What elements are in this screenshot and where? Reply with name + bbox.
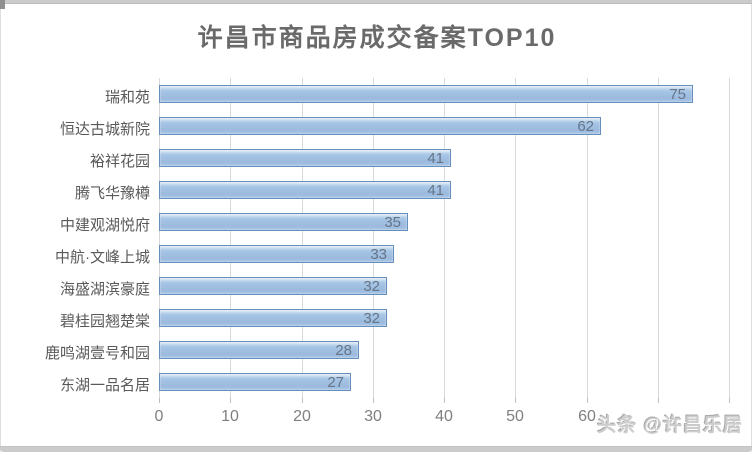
bar: 32 — [159, 277, 387, 295]
category-label: 海盛湖滨豪庭 — [59, 281, 150, 298]
axis-tick-mark — [444, 398, 445, 403]
gridline — [159, 78, 160, 398]
x-tick-label: 60 — [578, 408, 596, 425]
category-label: 碧桂园翘楚棠 — [59, 313, 150, 330]
bar: 41 — [159, 149, 451, 167]
bar-value-label: 41 — [427, 181, 444, 199]
bar-value-label: 41 — [427, 149, 444, 167]
bar: 62 — [159, 117, 601, 135]
gridline — [230, 78, 231, 398]
axis-tick-mark — [587, 398, 588, 403]
axis-tick-mark — [729, 398, 730, 403]
category-label: 鹿鸣湖壹号和园 — [44, 345, 150, 362]
axis-tick-mark — [159, 398, 160, 403]
category-label: 恒达古城新院 — [59, 121, 150, 138]
watermark: 头条 @许昌乐居 — [597, 415, 743, 436]
bar-value-label: 33 — [370, 245, 387, 263]
x-tick-label: 50 — [506, 408, 524, 425]
gridline — [302, 78, 303, 398]
gridline — [658, 78, 659, 398]
category-label: 瑞和苑 — [104, 89, 150, 106]
x-tick-label: 20 — [293, 408, 311, 425]
axis-tick-mark — [373, 398, 374, 403]
x-tick-label: 0 — [154, 408, 164, 425]
category-label: 中建观湖悦府 — [59, 217, 150, 234]
bar: 33 — [159, 245, 394, 263]
bar-value-label: 27 — [327, 373, 344, 391]
bar-value-label: 35 — [384, 213, 401, 231]
gridline — [515, 78, 516, 398]
axis-tick-mark — [515, 398, 516, 403]
bar: 41 — [159, 181, 451, 199]
bar: 32 — [159, 309, 387, 327]
bar-value-label: 75 — [669, 85, 686, 103]
category-label: 腾飞华豫樽 — [74, 185, 150, 202]
bar-value-label: 62 — [577, 117, 594, 135]
bar-value-label: 32 — [363, 277, 380, 295]
x-tick-label: 40 — [435, 408, 453, 425]
axis-tick-mark — [230, 398, 231, 403]
x-tick-label: 30 — [364, 408, 382, 425]
gridline — [587, 78, 588, 398]
bar: 75 — [159, 85, 693, 103]
window-corner-artifact — [0, 0, 5, 9]
category-label: 裕祥花园 — [89, 153, 150, 170]
window-bottom-edge — [0, 446, 752, 452]
bar: 35 — [159, 213, 408, 231]
bar: 28 — [159, 341, 359, 359]
bar-value-label: 28 — [335, 341, 352, 359]
axis-tick-mark — [302, 398, 303, 403]
window-top-edge — [0, 0, 752, 4]
gridline — [729, 78, 730, 398]
axis-tick-mark — [658, 398, 659, 403]
bar: 27 — [159, 373, 351, 391]
chart-title: 许昌市商品房成交备案TOP10 — [197, 24, 557, 52]
category-label: 东湖一品名居 — [59, 377, 150, 394]
gridline — [373, 78, 374, 398]
plot-area: 75 62 41 41 35 33 32 32 28 27 — [159, 78, 730, 398]
x-tick-label: 10 — [221, 408, 239, 425]
gridline — [444, 78, 445, 398]
category-label: 中航·文峰上城 — [55, 249, 150, 266]
bar-value-label: 32 — [363, 309, 380, 327]
